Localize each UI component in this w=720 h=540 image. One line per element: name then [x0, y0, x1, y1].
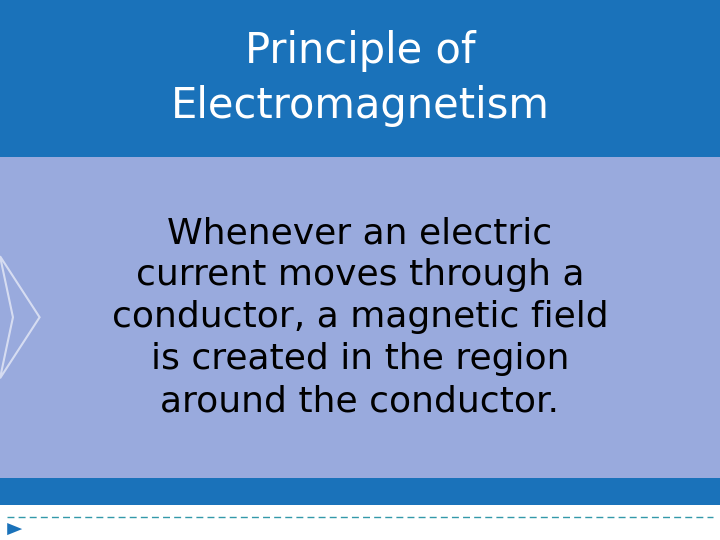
Bar — [0, 157, 720, 478]
Bar — [0, 478, 720, 505]
Text: Whenever an electric
current moves through a
conductor, a magnetic field
is crea: Whenever an electric current moves throu… — [112, 216, 608, 418]
Bar — [0, 505, 720, 540]
Polygon shape — [7, 523, 22, 535]
Bar — [0, 0, 720, 157]
Text: Principle of
Electromagnetism: Principle of Electromagnetism — [171, 30, 549, 127]
